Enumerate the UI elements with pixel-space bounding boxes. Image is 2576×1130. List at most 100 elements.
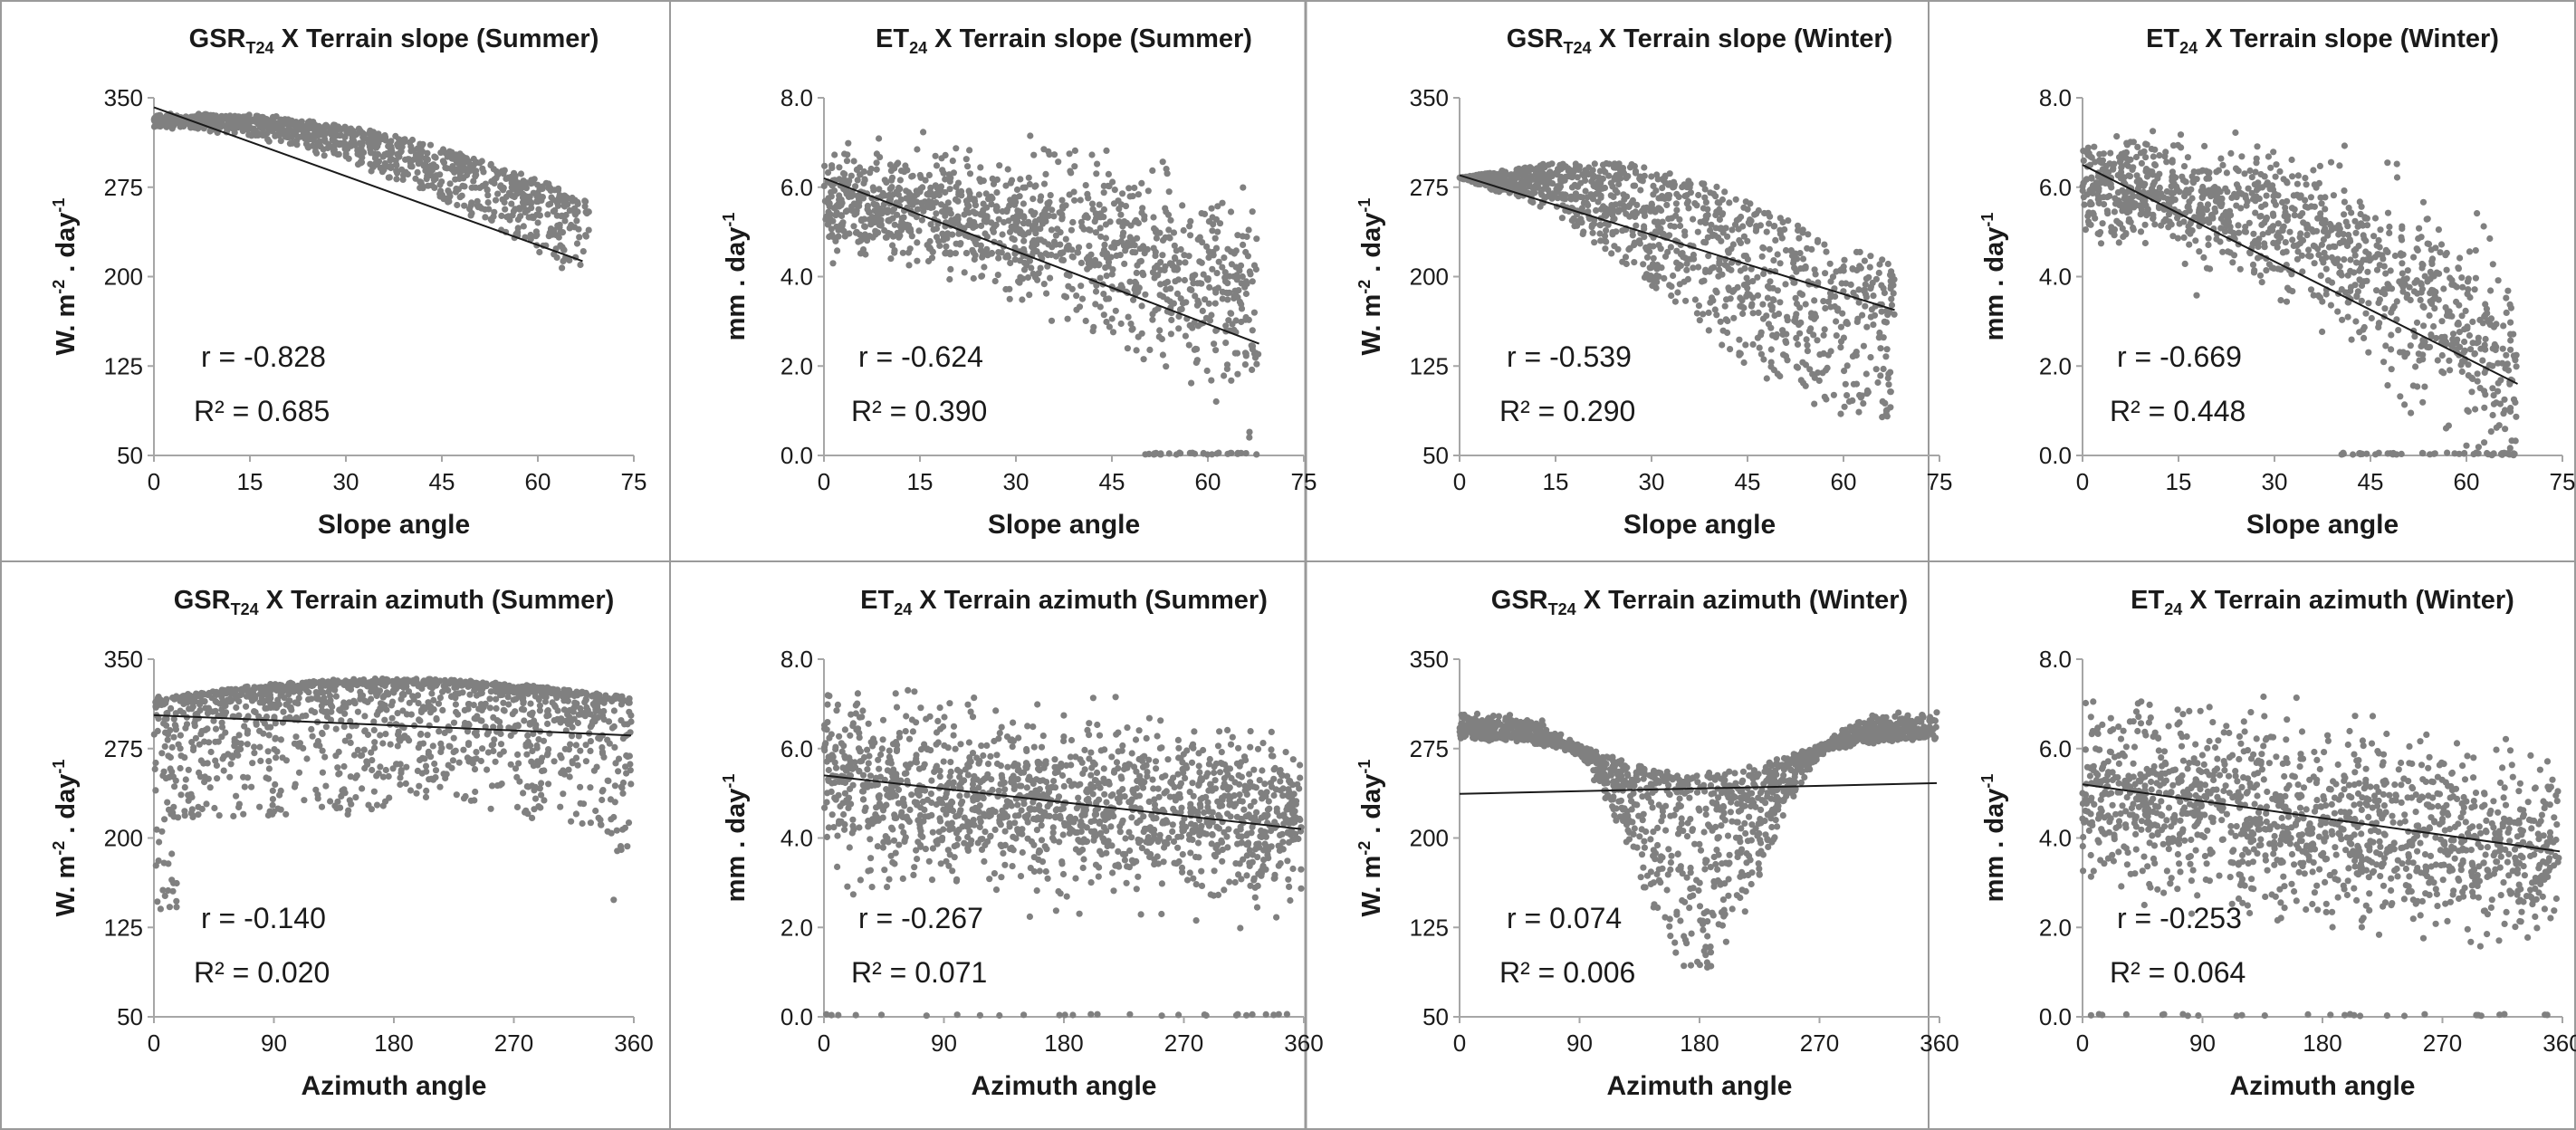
data-point [1103,318,1110,326]
data-point [2480,223,2487,230]
y-axis-label-main: mm . day [1980,227,2009,341]
data-point [2438,368,2446,375]
data-point [484,199,492,206]
data-point [577,261,584,269]
data-point [536,248,543,256]
y-tick-label: 275 [104,735,143,762]
data-point [939,208,946,215]
data-point [2096,150,2103,158]
data-point [1596,180,1604,187]
data-point [459,182,466,189]
data-point [1541,164,1548,171]
data-point [1866,263,1873,271]
data-point [2121,195,2128,202]
data-point [1739,223,1747,230]
data-point [2199,215,2207,223]
data-point [1683,200,1690,207]
data-point [1782,246,1790,254]
data-point [290,119,297,126]
data-point [1782,281,1789,288]
x-tick-label: 30 [2262,468,2288,495]
data-point [1512,175,1519,182]
data-point [1135,191,1142,198]
data-point [2385,282,2392,289]
data-point [1231,326,1238,334]
data-point [1633,201,1641,208]
data-point [2350,451,2357,458]
data-point [2352,229,2360,236]
y-tick-label: 125 [1410,352,1449,379]
data-point [1158,335,1165,343]
data-point [972,252,979,259]
y-axis-label: W. m-2 . day-1 [1355,198,1386,356]
data-point [2242,195,2249,202]
data-point [2344,313,2351,321]
data-point [2357,450,2364,457]
data-point [1066,150,1073,158]
data-point [558,213,565,220]
data-point [1004,166,1011,173]
data-point [995,254,1002,262]
data-point [2315,251,2322,258]
y-axis-label-main: mm . day [722,227,751,341]
data-point [2487,428,2495,436]
data-point [2403,275,2410,282]
data-point [876,135,883,142]
data-point [1168,260,1175,268]
data-point [571,209,579,216]
data-point [1020,200,1027,207]
data-point [1811,400,1818,407]
y-tick-label: 350 [1410,84,1449,111]
chart-title-subscript: 24 [2179,39,2198,57]
data-point [2357,260,2364,267]
chart-title: ET24 X Terrain slope (Winter) [2146,24,2499,57]
data-point [2270,212,2277,219]
data-point [949,158,956,165]
x-tick-label: 75 [1927,468,1953,495]
data-point [1675,193,1682,201]
data-point [1672,200,1680,207]
data-point [1555,166,1562,173]
data-point [1252,350,1259,357]
chart-title-rest: X Terrain azimuth (Summer) [259,586,615,615]
data-point [1127,222,1135,229]
data-point [532,228,541,235]
data-point [2388,366,2395,373]
data-point [925,171,933,178]
data-point [240,119,247,126]
x-tick-label: 60 [2454,468,2480,495]
data-point [1096,210,1104,217]
data-point [2110,227,2118,235]
data-point [2351,217,2359,225]
data-point [1007,179,1014,187]
data-point [1665,215,1672,223]
data-point [2232,165,2240,172]
data-point [828,162,836,169]
data-point [550,207,557,215]
data-point [1637,187,1644,194]
data-point [2464,278,2472,285]
data-point [1125,185,1133,192]
data-point [1771,311,1778,320]
data-point [2177,131,2185,139]
data-point [1244,253,1251,260]
data-point [1246,268,1253,275]
data-point [1138,302,1145,310]
data-point [407,787,415,794]
data-point [2310,167,2317,174]
data-point [839,219,847,226]
data-point [1681,228,1689,235]
data-point [2218,200,2226,207]
chart-title-rest: X Terrain slope (Summer) [927,24,1252,53]
data-point [492,196,500,204]
data-point [1603,227,1610,235]
x-tick-label: 360 [614,1029,653,1057]
data-point [2219,161,2226,168]
data-point [1763,228,1770,235]
data-point [1128,326,1135,333]
data-point [1793,311,1800,318]
x-tick-label: 30 [333,468,359,495]
data-point [1172,278,1179,285]
data-point [873,150,881,158]
data-point [1625,245,1633,253]
